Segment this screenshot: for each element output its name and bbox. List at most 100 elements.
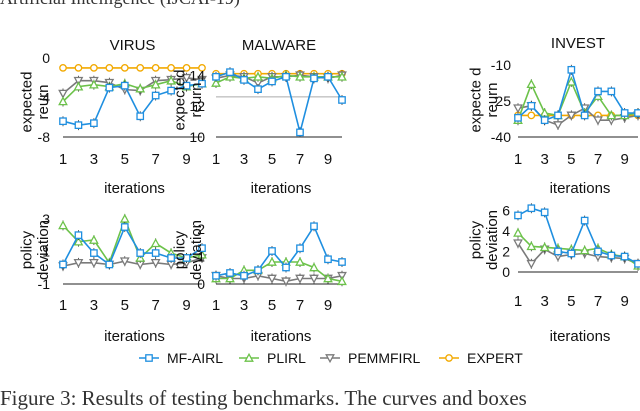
series-line (518, 208, 638, 264)
legend-label: PEMMFIRL (348, 350, 421, 366)
data-point (528, 261, 536, 268)
series-mf-airl (515, 203, 640, 269)
data-point (541, 209, 547, 215)
x-tick-label: 5 (121, 297, 129, 314)
data-point (152, 240, 160, 247)
y-tick-label: 2 (197, 221, 205, 237)
x-axis-label: iterations (550, 328, 611, 345)
x-tick-label: 9 (182, 151, 190, 168)
data-point (541, 117, 547, 123)
legend-label: EXPERT (467, 350, 523, 366)
data-point (75, 232, 81, 238)
y-tick-label: 6 (502, 202, 510, 218)
data-point (137, 250, 143, 256)
x-tick-label: 9 (182, 297, 190, 314)
y-axis-label-line-1: expected (172, 70, 189, 131)
data-point (152, 250, 158, 256)
data-point (75, 122, 81, 128)
y-tick-label: 12 (189, 98, 205, 114)
y-tick-label: 1 (197, 249, 205, 265)
data-point (608, 88, 614, 94)
y-axis-label-line-1: policy (19, 230, 36, 269)
y-tick-label: 0 (42, 50, 50, 66)
x-tick-label: 5 (567, 151, 575, 168)
legend-item-plirl: PLIRL (239, 350, 306, 366)
data-point (91, 120, 97, 126)
data-point (122, 82, 128, 88)
data-point (581, 112, 587, 118)
data-point (122, 65, 128, 71)
y-axis-label: policydeviation (468, 210, 502, 270)
x-tick-label: 1 (59, 297, 67, 314)
data-point (555, 112, 561, 118)
y-tick-label: 10 (189, 129, 205, 145)
y-tick-label: -25 (491, 93, 511, 109)
x-tick-label: 1 (514, 151, 522, 168)
data-point (515, 115, 521, 121)
data-point (213, 74, 219, 80)
data-point (121, 215, 129, 222)
x-tick-label: 7 (594, 151, 602, 168)
data-point (608, 252, 614, 258)
y-tick-label: 0 (502, 264, 510, 280)
data-point (554, 122, 562, 129)
x-tick-label: 7 (296, 151, 304, 168)
series-line (518, 82, 638, 120)
data-point (581, 217, 587, 223)
data-point (106, 65, 112, 71)
data-point (283, 74, 289, 80)
y-tick-label: -40 (491, 129, 511, 145)
x-tick-label: 3 (90, 297, 98, 314)
data-point (241, 77, 247, 83)
data-point (595, 248, 601, 254)
data-point (621, 110, 627, 116)
data-point (339, 259, 345, 265)
data-point (621, 253, 627, 259)
chart-title: INVEST (551, 35, 605, 52)
data-point (213, 273, 219, 279)
y-axis-label-line-2: deviation (484, 210, 501, 270)
data-point (255, 267, 261, 273)
data-point (60, 118, 66, 124)
legend-item-pemmfirl: PEMMFIRL (320, 350, 421, 366)
y-tick-label: -10 (491, 57, 511, 73)
y-tick-label: -4 (38, 90, 51, 106)
data-point (528, 205, 534, 211)
data-point (60, 65, 66, 71)
x-tick-label: 3 (540, 293, 548, 310)
x-tick-label: 3 (540, 151, 548, 168)
legend-marker (146, 355, 152, 361)
y-tick-label: 14 (189, 67, 205, 83)
data-point (555, 248, 561, 254)
x-tick-label: 3 (240, 151, 248, 168)
x-tick-label: 1 (514, 293, 522, 310)
y-tick-label: 3 (42, 211, 50, 227)
x-tick-label: 7 (151, 151, 159, 168)
series-line (216, 226, 342, 275)
chart-title: MALWARE (242, 37, 316, 54)
y-tick-label: 2 (502, 243, 510, 259)
y-axis-label-line-1: expecte d (468, 67, 485, 132)
y-axis-label-line-1: expected (19, 72, 36, 133)
data-point (91, 65, 97, 71)
y-tick-label: -8 (38, 129, 51, 145)
data-point (635, 261, 640, 267)
data-point (137, 65, 143, 71)
data-point (60, 261, 66, 267)
data-point (297, 129, 303, 135)
y-tick-label: -1 (38, 276, 51, 292)
data-point (227, 270, 233, 276)
figure-caption: Figure 3: Results of testing benchmarks.… (0, 386, 527, 411)
data-point (269, 248, 275, 254)
data-point (311, 223, 317, 229)
series-mf-airl (213, 221, 345, 281)
data-point (75, 65, 81, 71)
x-axis-label: iterations (104, 328, 165, 345)
data-point (339, 97, 345, 103)
y-tick-label: 4 (502, 223, 510, 239)
data-point (241, 273, 247, 279)
data-point (528, 103, 534, 109)
data-point (122, 224, 128, 230)
